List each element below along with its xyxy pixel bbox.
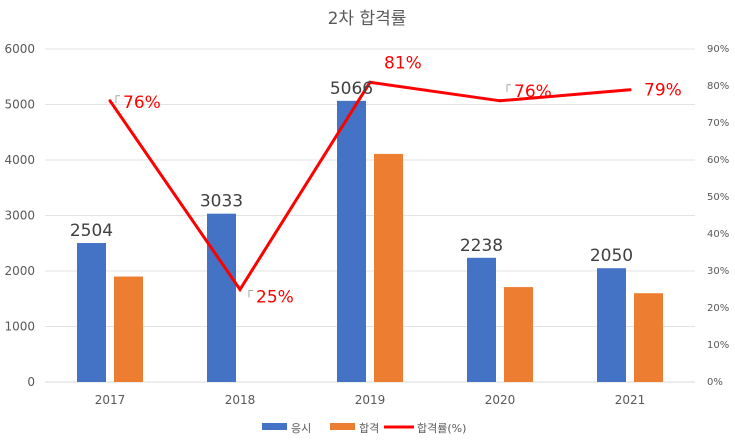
- y-secondary-tick-label: 10%: [707, 340, 729, 351]
- bar-passers: [114, 276, 143, 382]
- y-secondary-tick-label: 0%: [707, 377, 723, 388]
- bar-data-label: 2050: [590, 246, 633, 266]
- y-primary-tick-label: 6000: [4, 42, 35, 56]
- bar-applicants: [467, 257, 496, 382]
- y-secondary-tick-label: 60%: [707, 155, 729, 166]
- x-tick-label: 2018: [225, 393, 256, 407]
- rate-data-label: 81%: [384, 53, 422, 73]
- rate-data-label: 76%: [123, 93, 161, 113]
- y-secondary-tick-label: 30%: [707, 266, 729, 277]
- y-primary-tick-label: 5000: [4, 98, 35, 112]
- x-tick-label: 2021: [615, 393, 646, 407]
- y-secondary-tick-label: 80%: [707, 81, 729, 92]
- bar-data-label: 3033: [200, 192, 243, 212]
- bar-data-label: 2504: [70, 221, 113, 241]
- x-axis: 2017 2018 2019 2020 2021: [95, 393, 646, 407]
- y-axis-secondary: 0% 10% 20% 30% 40% 50% 60% 70% 80% 90%: [707, 44, 729, 388]
- y-primary-tick-label: 4000: [4, 153, 35, 167]
- legend: 응시 합격 합격률(%): [262, 422, 466, 435]
- gridlines: [45, 48, 695, 383]
- x-tick-label: 2019: [355, 393, 386, 407]
- rate-data-label: 79%: [644, 81, 682, 101]
- bar-data-label: 5066: [330, 79, 373, 99]
- y-secondary-tick-label: 40%: [707, 229, 729, 240]
- rate-point: [238, 288, 242, 291]
- y-secondary-tick-label: 50%: [707, 192, 729, 203]
- y-primary-tick-label: 1000: [4, 320, 35, 334]
- data-labels-group: 2504 3033 5066 2238 2050 76% 25% 81% 76% 79%: [70, 53, 682, 307]
- legend-label: 응시: [291, 422, 311, 435]
- bar-applicants: [337, 100, 366, 382]
- y-secondary-tick-label: 90%: [707, 44, 729, 55]
- bar-applicants: [207, 213, 236, 382]
- rate-data-label: 25%: [256, 288, 294, 308]
- rate-point: [498, 99, 502, 103]
- rate-line: [108, 80, 631, 293]
- x-tick-label: 2020: [485, 393, 516, 407]
- bar-applicants: [597, 268, 626, 382]
- bar-passers: [374, 153, 403, 382]
- x-tick-label: 2017: [95, 393, 126, 407]
- chart-title: 2차 합격률: [328, 9, 407, 29]
- y-axis-primary: 0 1000 2000 3000 4000 5000 6000: [4, 42, 35, 389]
- legend-label: 합격률(%): [417, 422, 466, 435]
- rate-data-label: 76%: [514, 82, 552, 102]
- rate-point: [368, 80, 372, 84]
- leader-line: [506, 84, 511, 92]
- y-secondary-tick-label: 70%: [707, 118, 729, 129]
- bar-applicants: [77, 243, 106, 382]
- leader-line: [248, 290, 253, 298]
- rate-point: [628, 88, 632, 92]
- leader-line: [115, 95, 120, 103]
- bar-data-label: 2238: [460, 236, 503, 256]
- legend-swatch: [330, 423, 355, 430]
- y-primary-tick-label: 0: [27, 375, 35, 389]
- legend-swatch: [262, 423, 287, 430]
- bar-passers: [504, 287, 533, 382]
- bar-series-group: [77, 100, 663, 382]
- rate-point: [108, 99, 112, 103]
- legend-label: 합격: [359, 422, 379, 435]
- y-primary-tick-label: 3000: [4, 209, 35, 223]
- bar-passers: [634, 293, 663, 382]
- line-series-group: [108, 80, 632, 293]
- y-secondary-tick-label: 20%: [707, 303, 729, 314]
- y-primary-tick-label: 2000: [4, 264, 35, 278]
